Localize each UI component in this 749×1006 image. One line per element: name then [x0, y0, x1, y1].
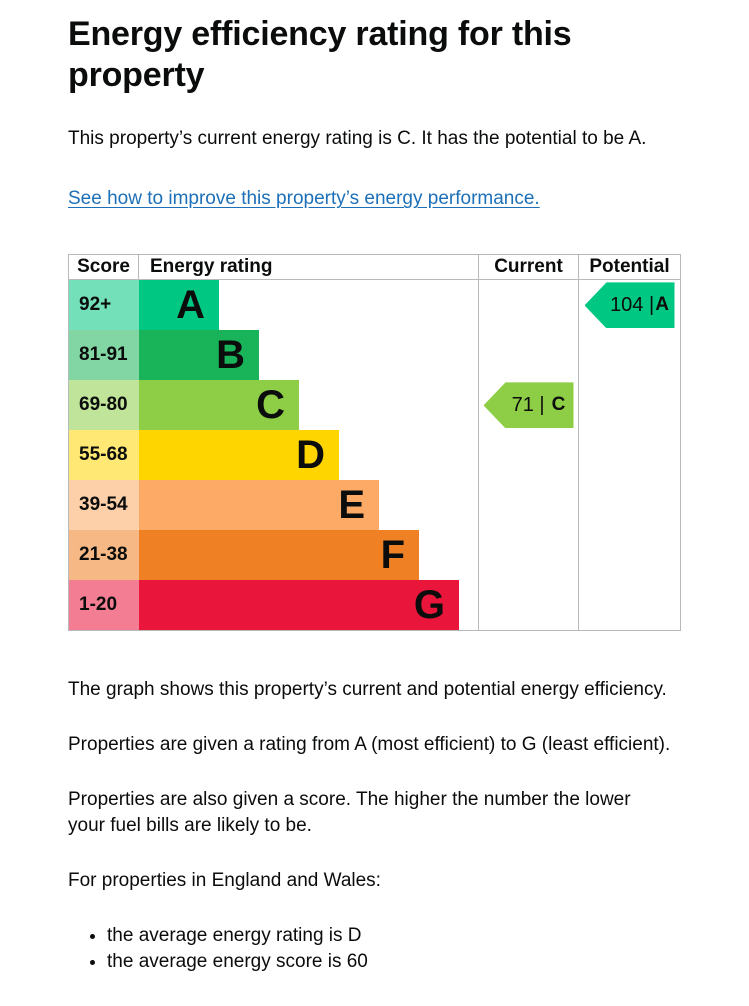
band-bar-cell: G [139, 580, 478, 631]
current-column-cell [478, 280, 578, 331]
improve-performance-link[interactable]: See how to improve this property’s energ… [68, 188, 540, 210]
epc-band-row-c: 69-80 C 71 | C [69, 380, 680, 431]
band-bar-d: D [139, 430, 339, 481]
epc-chart: Score Energy rating Current Potential 92… [68, 254, 681, 632]
band-bar-b: B [139, 330, 259, 381]
band-score-range: 21-38 [69, 530, 139, 581]
potential-column-cell [578, 380, 680, 431]
epc-chart-rows: 92+ A 104 | A 81-91 B 69-80 C 71 | C 55-68 D 39-54 E 2… [69, 280, 680, 631]
averages-list: the average energy rating is D the avera… [68, 923, 681, 975]
band-bar-cell: D [139, 430, 478, 481]
band-bar-a: A [139, 280, 219, 331]
current-column-cell [478, 330, 578, 381]
epc-band-row-g: 1-20 G [69, 580, 680, 631]
potential-rating-score: 104 | [610, 293, 655, 316]
band-letter: B [216, 333, 245, 378]
chart-explanation: The graph shows this property’s current … [68, 677, 681, 975]
band-letter: G [413, 583, 446, 628]
potential-column-cell [578, 430, 680, 481]
current-column-cell [478, 530, 578, 581]
band-letter: C [256, 383, 285, 428]
current-column-cell [478, 480, 578, 531]
improve-link-row: See how to improve this property’s energ… [68, 188, 681, 210]
current-column-cell: 71 | C [478, 380, 578, 431]
list-item-average-rating: the average energy rating is D [107, 923, 681, 949]
band-letter: A [176, 283, 205, 328]
potential-column-cell [578, 580, 680, 631]
intro-text: This property’s current energy rating is… [68, 128, 647, 150]
band-bar-cell: E [139, 480, 478, 531]
potential-column-cell [578, 330, 680, 381]
band-score-range: 69-80 [69, 380, 139, 431]
current-rating-score: 71 | [511, 393, 545, 416]
band-bar-cell: B [139, 330, 478, 381]
band-bar-g: G [139, 580, 460, 631]
epc-band-row-d: 55-68 D [69, 430, 680, 481]
epc-band-row-f: 21-38 F [69, 530, 680, 581]
epc-band-row-e: 39-54 E [69, 480, 680, 531]
band-bar-e: E [139, 480, 379, 531]
band-letter: F [380, 533, 405, 578]
column-header-score: Score [69, 255, 139, 280]
band-score-range: 1-20 [69, 580, 139, 631]
band-bar-cell: F [139, 530, 478, 581]
band-bar-f: F [139, 530, 419, 581]
current-rating-arrow: 71 | C [483, 382, 574, 429]
score-explanation: Properties are also given a score. The h… [68, 789, 631, 836]
potential-rating-arrow: 104 | A [584, 282, 675, 329]
band-bar-cell: A [139, 280, 478, 331]
potential-rating-letter: A [655, 294, 669, 316]
epc-band-row-a: 92+ A 104 | A [69, 280, 680, 331]
england-wales-heading: For properties in England and Wales: [68, 869, 381, 891]
graph-description: The graph shows this property’s current … [68, 679, 667, 701]
band-letter: E [338, 483, 365, 528]
current-column-cell [478, 580, 578, 631]
epc-chart-header: Score Energy rating Current Potential [69, 255, 680, 281]
epc-band-row-b: 81-91 B [69, 330, 680, 381]
rating-explanation: Properties are given a rating from A (mo… [68, 734, 671, 756]
current-column-cell [478, 430, 578, 481]
column-header-potential: Potential [578, 255, 680, 280]
band-letter: D [296, 433, 325, 478]
band-score-range: 81-91 [69, 330, 139, 381]
column-header-current: Current [478, 255, 578, 280]
page-title: Energy efficiency rating for this proper… [68, 15, 572, 95]
potential-column-cell [578, 530, 680, 581]
potential-column-cell: 104 | A [578, 280, 680, 331]
list-item-average-score: the average energy score is 60 [107, 949, 681, 975]
band-bar-cell: C [139, 380, 478, 431]
potential-column-cell [578, 480, 680, 531]
band-score-range: 55-68 [69, 430, 139, 481]
column-header-energy-rating: Energy rating [150, 256, 273, 278]
band-bar-c: C [139, 380, 299, 431]
band-score-range: 92+ [69, 280, 139, 331]
current-rating-letter: C [551, 394, 566, 416]
band-score-range: 39-54 [69, 480, 139, 531]
